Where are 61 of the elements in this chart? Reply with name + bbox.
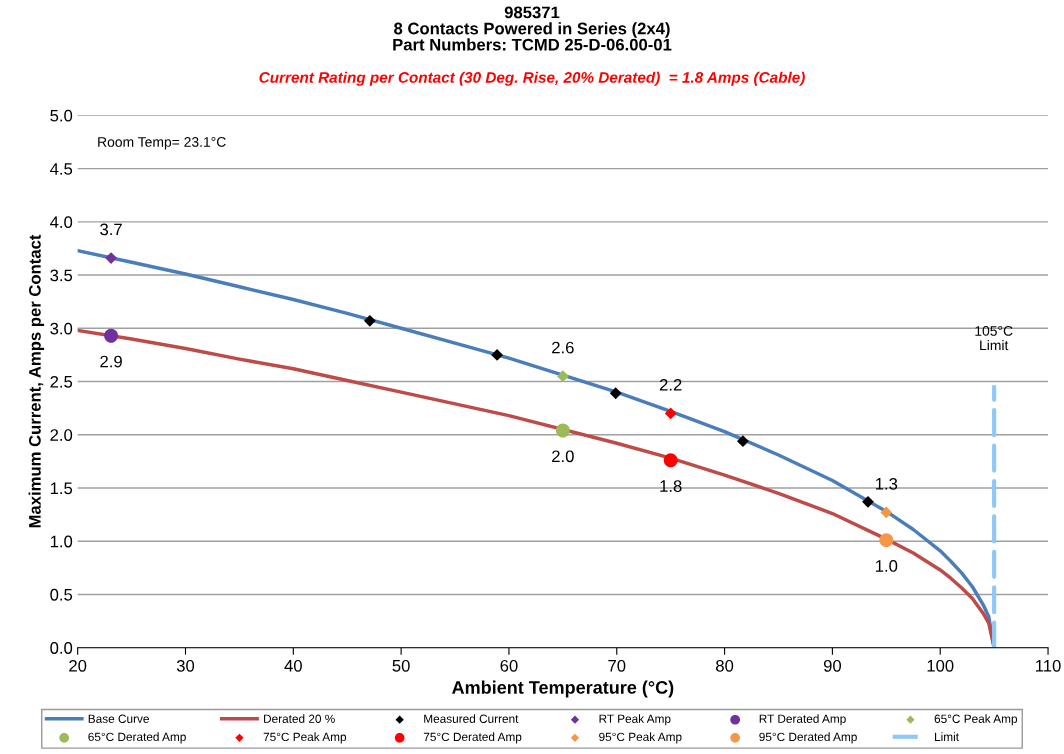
legend-label: 95°C Peak Amp bbox=[599, 732, 682, 744]
y-tick-label: 2.0 bbox=[50, 429, 73, 441]
point bbox=[363, 314, 376, 327]
annotation: Room Temp= 23.1°C bbox=[98, 137, 226, 150]
legend-label: Derated 20 % bbox=[264, 714, 335, 723]
point bbox=[862, 495, 874, 508]
x-tick-label: 80 bbox=[716, 659, 734, 672]
data-label: 3.7 bbox=[100, 223, 122, 236]
y-tick-label: 4.5 bbox=[50, 163, 73, 175]
data-label: 1.8 bbox=[660, 480, 682, 492]
legend-label: 95°C Derated Amp bbox=[759, 732, 857, 744]
legend-label: Limit bbox=[935, 732, 959, 742]
y-tick-label: 1.0 bbox=[50, 535, 73, 548]
point bbox=[737, 435, 749, 448]
x-tick-label: 40 bbox=[284, 659, 302, 672]
legend-label: 65°C Derated Amp bbox=[88, 732, 186, 744]
point bbox=[880, 506, 893, 519]
y-tick-label: 0.5 bbox=[50, 588, 73, 601]
point bbox=[105, 252, 117, 264]
data-label: 2.6 bbox=[552, 341, 574, 354]
data-label: 2.9 bbox=[100, 355, 122, 368]
legend-label: Base Curve bbox=[88, 714, 149, 723]
point bbox=[609, 387, 622, 400]
legend-label: RT Derated Amp bbox=[759, 714, 846, 726]
x-tick-label: 50 bbox=[392, 659, 410, 672]
x-tick-label: 110 bbox=[1036, 659, 1061, 672]
point bbox=[879, 533, 894, 548]
y-tick-label: 4.0 bbox=[50, 216, 73, 229]
y-tick-label: 3.5 bbox=[50, 269, 73, 282]
legend-label: Measured Current bbox=[424, 714, 519, 723]
x-tick-label: 30 bbox=[176, 659, 195, 672]
point bbox=[555, 423, 570, 438]
chart-title: 985371 8 Contacts Powered in Series (2x4) Part Numbers: TCMD 25-D-06.00-01 bbox=[393, 6, 672, 51]
x-tick-label: 20 bbox=[69, 659, 87, 672]
y-tick-label: 5.0 bbox=[50, 109, 73, 122]
y-tick-label: 2.5 bbox=[50, 375, 73, 388]
point bbox=[556, 370, 569, 383]
point bbox=[663, 453, 678, 468]
x-axis-title: Ambient Temperature (°C) bbox=[452, 680, 674, 698]
point bbox=[664, 407, 677, 420]
data-label: 1.0 bbox=[876, 560, 898, 572]
legend-label: RT Peak Amp bbox=[599, 714, 671, 726]
x-tick-label: 90 bbox=[823, 659, 842, 672]
x-tick-label: 60 bbox=[500, 659, 518, 672]
x-tick-label: 70 bbox=[608, 659, 626, 672]
point bbox=[104, 328, 119, 343]
y-axis-title: Maximum Current, Amps per Contact bbox=[28, 234, 45, 528]
y-tick-label: 3.0 bbox=[50, 322, 73, 335]
y-tick-label: 0.0 bbox=[50, 642, 73, 654]
data-label: 2.2 bbox=[659, 378, 682, 391]
legend-label: 65°C Peak Amp bbox=[934, 714, 1018, 726]
data-label: 1.3 bbox=[876, 477, 898, 490]
data-label: 2.0 bbox=[552, 450, 574, 463]
legend-label: 75°C Derated Amp bbox=[423, 732, 522, 744]
chart-subtitle: Current Rating per Contact (30 Deg. Rise, 20% Derated) = 1.8 Amps (Cable) bbox=[259, 71, 805, 86]
x-tick-label: 100 bbox=[927, 659, 954, 672]
annotation: Limit bbox=[980, 340, 1009, 351]
legend-label: 75°C Peak Amp bbox=[263, 732, 347, 744]
point bbox=[491, 349, 503, 361]
annotation: 105°C bbox=[975, 326, 1013, 336]
y-tick-label: 1.5 bbox=[50, 482, 73, 495]
